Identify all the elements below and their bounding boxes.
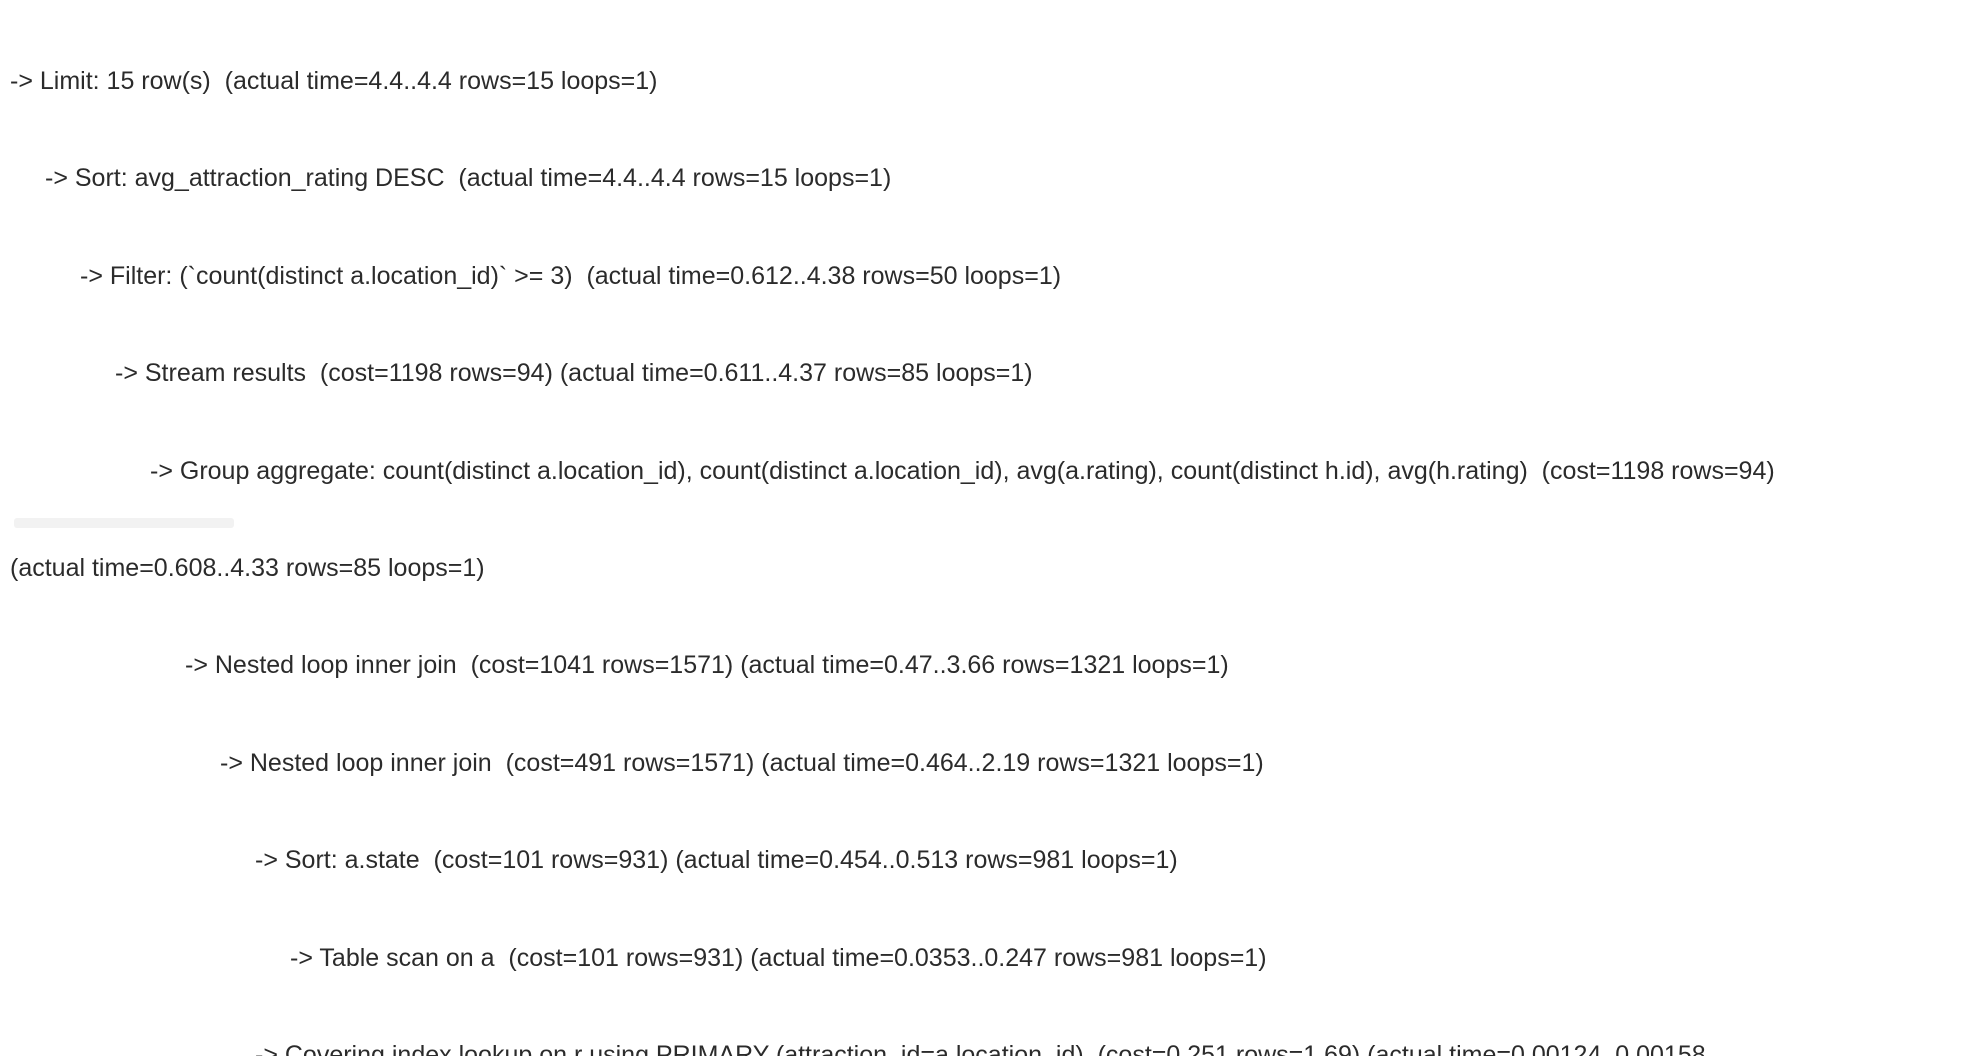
plan-line-stream-results: -> Stream results (cost=1198 rows=94) (a… bbox=[115, 359, 1033, 388]
plan-line-nested-loop-outer: -> Nested loop inner join (cost=1041 row… bbox=[185, 651, 1229, 680]
explain-analyze-output: -> Limit: 15 row(s) (actual time=4.4..4.… bbox=[10, 4, 1970, 1056]
plan-line-limit: -> Limit: 15 row(s) (actual time=4.4..4.… bbox=[10, 67, 658, 95]
plan-line-sort-avg-rating: -> Sort: avg_attraction_rating DESC (act… bbox=[45, 164, 892, 193]
plan-line-filter: -> Filter: (`count(distinct a.location_i… bbox=[80, 261, 1062, 290]
plan-line-covering-index-lookup: -> Covering index lookup on r using PRIM… bbox=[255, 1040, 1706, 1056]
plan-line-sort-state: -> Sort: a.state (cost=101 rows=931) (ac… bbox=[255, 846, 1178, 875]
plan-line-group-aggregate-wrap: (actual time=0.608..4.33 rows=85 loops=1… bbox=[10, 553, 485, 582]
horizontal-scrollbar[interactable] bbox=[14, 518, 234, 528]
plan-line-group-aggregate: -> Group aggregate: count(distinct a.loc… bbox=[150, 456, 1775, 485]
plan-line-table-scan: -> Table scan on a (cost=101 rows=931) (… bbox=[290, 943, 1267, 972]
plan-line-nested-loop-inner: -> Nested loop inner join (cost=491 rows… bbox=[220, 748, 1264, 777]
